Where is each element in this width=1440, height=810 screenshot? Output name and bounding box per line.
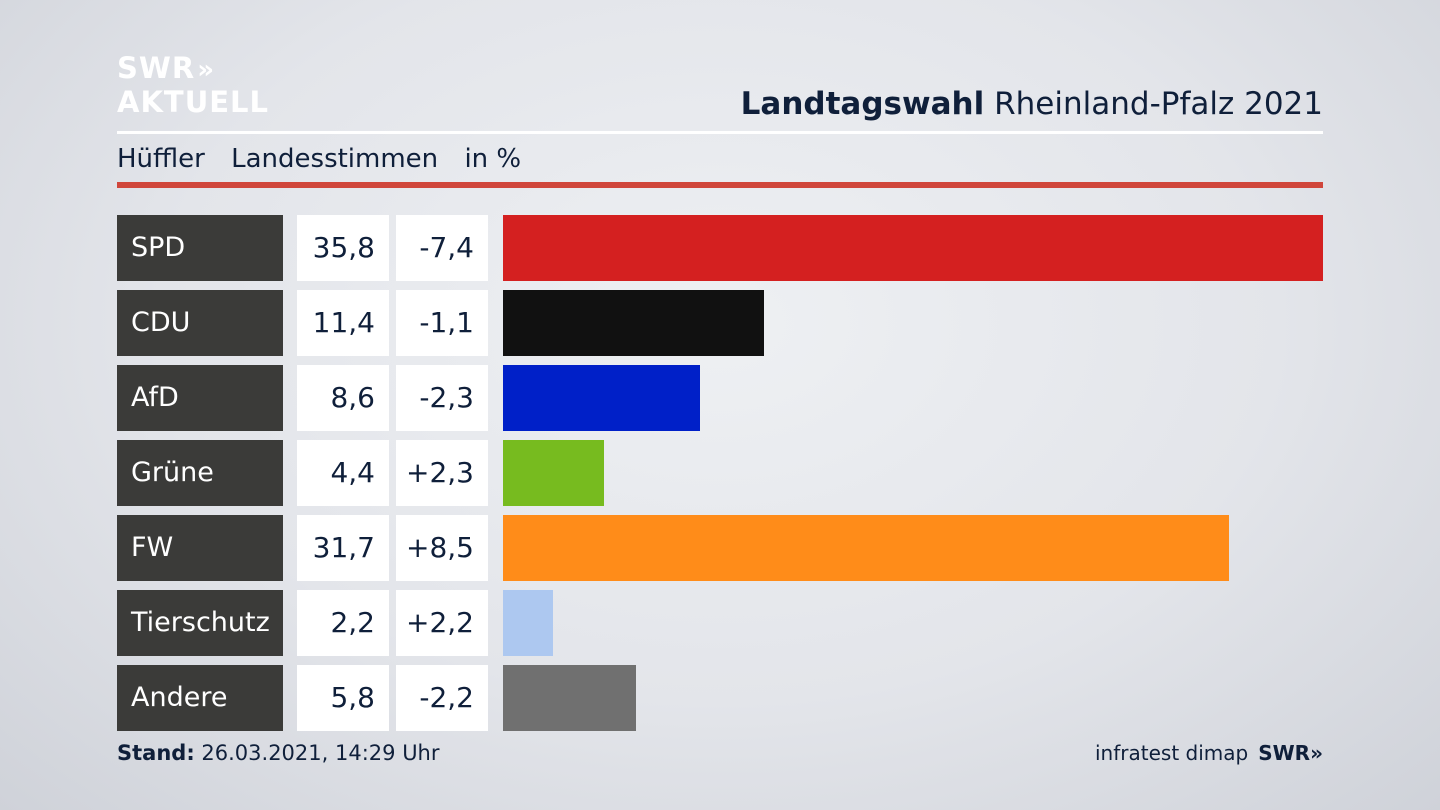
subtitle-divider (117, 182, 1323, 188)
chart-title-rest: Rheinland-Pfalz 2021 (994, 86, 1323, 122)
party-label: Grüne (117, 440, 283, 506)
bar-row: AfD 8,6 -2,3 (117, 365, 1323, 431)
logo-line-1: SWR (117, 51, 196, 85)
value-label: 31,7 (297, 515, 389, 581)
party-label: Tierschutz (117, 590, 283, 656)
bar-fw (503, 515, 1229, 581)
bar-cdu (503, 290, 764, 356)
timestamp: Stand: 26.03.2021, 14:29 Uhr (117, 741, 440, 765)
change-label: -7,4 (396, 215, 488, 281)
change-label: -2,3 (396, 365, 488, 431)
party-label: FW (117, 515, 283, 581)
source-credit: infratest dimap SWR» (1095, 741, 1323, 765)
bar-tierschutz (503, 590, 553, 656)
change-label: +2,2 (396, 590, 488, 656)
unit-label: in % (464, 144, 522, 174)
value-label: 2,2 (297, 590, 389, 656)
value-label: 8,6 (297, 365, 389, 431)
chart-title-bold: Landtagswahl (740, 86, 985, 122)
chart-title: Landtagswahl Rheinland-Pfalz 2021 (741, 86, 1323, 122)
party-label: Andere (117, 665, 283, 731)
bar-afd (503, 365, 700, 431)
source-label: infratest dimap (1095, 741, 1249, 765)
bar-andere (503, 665, 636, 731)
logo-line-2: AKTUELL (117, 85, 270, 119)
value-label: 5,8 (297, 665, 389, 731)
value-label: 11,4 (297, 290, 389, 356)
swr-aktuell-logo: SWR» AKTUELL (117, 54, 269, 117)
change-label: +8,5 (396, 515, 488, 581)
bar-grüne (503, 440, 604, 506)
candidate-name: Hüffler (117, 144, 205, 174)
bar-row: SPD 35,8 -7,4 (117, 215, 1323, 281)
change-label: -2,2 (396, 665, 488, 731)
logo-chevron-icon: » (197, 55, 216, 85)
value-label: 4,4 (297, 440, 389, 506)
value-label: 35,8 (297, 215, 389, 281)
change-label: +2,3 (396, 440, 488, 506)
bar-row: Tierschutz 2,2 +2,2 (117, 590, 1323, 656)
swr-logo: SWR» (1258, 741, 1323, 765)
timestamp-label: Stand: (117, 741, 195, 765)
timestamp-value: 26.03.2021, 14:29 Uhr (201, 741, 440, 765)
bar-spd (503, 215, 1323, 281)
change-label: -1,1 (396, 290, 488, 356)
chart-subtitle: Hüffler Landesstimmen in % (117, 144, 539, 174)
bar-row: CDU 11,4 -1,1 (117, 290, 1323, 356)
party-label: CDU (117, 290, 283, 356)
bar-row: Grüne 4,4 +2,3 (117, 440, 1323, 506)
bar-row: Andere 5,8 -2,2 (117, 665, 1323, 731)
party-label: SPD (117, 215, 283, 281)
bar-row: FW 31,7 +8,5 (117, 515, 1323, 581)
vote-type: Landesstimmen (231, 144, 439, 174)
header-divider (117, 131, 1323, 134)
party-label: AfD (117, 365, 283, 431)
